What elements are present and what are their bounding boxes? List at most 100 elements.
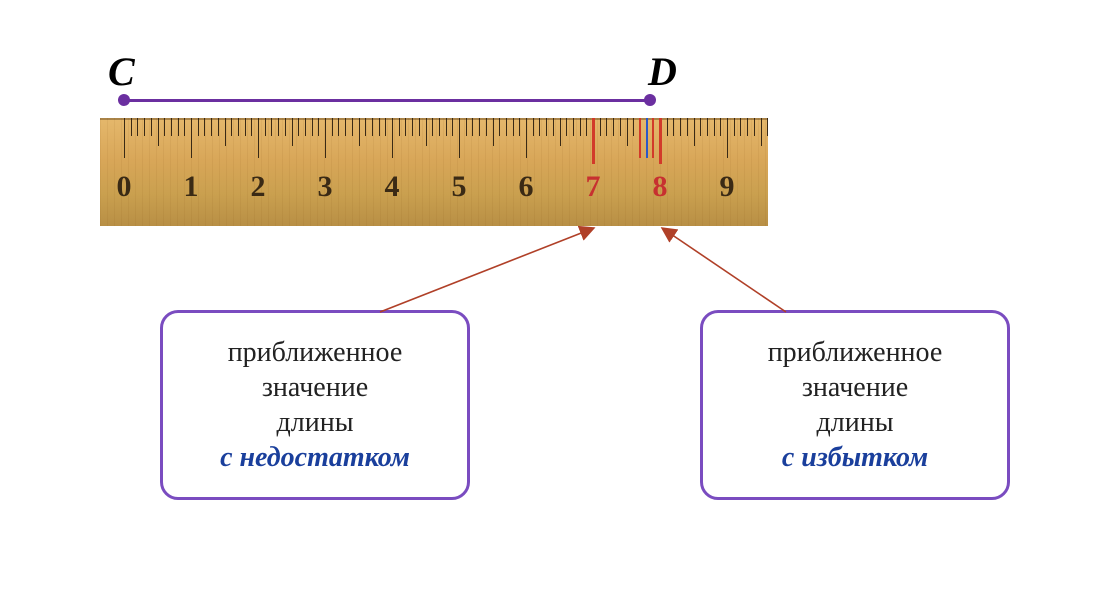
- ruler-tick: [546, 118, 547, 136]
- callout-excess: приближенное значение длины с избытком: [700, 310, 1010, 500]
- ruler-tick: [124, 118, 125, 158]
- ruler-tick: [499, 118, 500, 136]
- ruler-tick: [560, 118, 561, 146]
- ruler-tick: [486, 118, 487, 136]
- ruler-tick: [459, 118, 460, 158]
- ruler-tick: [747, 118, 748, 136]
- ruler-tick: [680, 118, 681, 136]
- ruler-tick: [667, 118, 668, 136]
- callout-arrow: [662, 228, 786, 312]
- ruler-tick: [338, 118, 339, 136]
- ruler-tick: [493, 118, 494, 146]
- ruler-tick: [479, 118, 480, 136]
- ruler-tick: [720, 118, 721, 136]
- ruler-tick: [754, 118, 755, 136]
- ruler-tick: [365, 118, 366, 136]
- ruler-tick: [573, 118, 574, 136]
- ruler-tick: [533, 118, 534, 136]
- ruler-tick: [694, 118, 695, 146]
- ruler-tick: [285, 118, 286, 136]
- ruler-tick: [439, 118, 440, 136]
- ruler-tick: [426, 118, 427, 146]
- ruler-tick: [325, 118, 326, 158]
- ruler-tick: [673, 118, 674, 136]
- ruler-tick: [392, 118, 393, 158]
- ruler-tick: [385, 118, 386, 136]
- ruler-number: 6: [519, 170, 534, 204]
- ruler-tick: [506, 118, 507, 136]
- ruler-tick: [519, 118, 520, 136]
- ruler-tick: [633, 118, 634, 136]
- ruler-tick: [178, 118, 179, 136]
- callout-line: длины: [277, 405, 354, 440]
- diagram-stage: C D 0123456789 приближенное значение дли…: [0, 0, 1111, 589]
- ruler-tick: [198, 118, 199, 136]
- ruler-tick: [446, 118, 447, 136]
- ruler-tick: [184, 118, 185, 136]
- ruler-tick: [191, 118, 192, 158]
- ruler-tick: [714, 118, 715, 136]
- ruler-highlight-tick: [652, 118, 654, 158]
- callout-deficit: приближенное значение длины с недостатко…: [160, 310, 470, 500]
- ruler-tick: [164, 118, 165, 136]
- ruler-tick: [292, 118, 293, 146]
- ruler-tick: [452, 118, 453, 136]
- ruler-tick: [298, 118, 299, 136]
- ruler-tick: [412, 118, 413, 136]
- ruler-tick: [627, 118, 628, 146]
- callout-emph: с избытком: [782, 440, 928, 475]
- ruler-tick: [405, 118, 406, 136]
- ruler-tick: [687, 118, 688, 136]
- point-label-c: C: [108, 48, 135, 95]
- ruler-tick: [566, 118, 567, 136]
- ruler-tick: [539, 118, 540, 136]
- segment-endpoint-c: [118, 94, 130, 106]
- ruler-tick: [553, 118, 554, 136]
- ruler-tick: [144, 118, 145, 136]
- ruler-number: 1: [184, 170, 199, 204]
- callout-line: приближенное: [768, 335, 943, 370]
- ruler-tick: [586, 118, 587, 136]
- ruler-tick: [740, 118, 741, 136]
- callout-line: значение: [262, 370, 368, 405]
- callout-arrow: [380, 228, 594, 312]
- ruler-number: 5: [452, 170, 467, 204]
- ruler-tick: [613, 118, 614, 136]
- ruler-tick: [345, 118, 346, 136]
- ruler-tick: [707, 118, 708, 136]
- point-label-d: D: [648, 48, 677, 95]
- ruler-tick: [419, 118, 420, 136]
- ruler-tick: [466, 118, 467, 136]
- ruler-number: 4: [385, 170, 400, 204]
- ruler-tick: [137, 118, 138, 136]
- ruler-tick: [600, 118, 601, 136]
- ruler-tick: [258, 118, 259, 158]
- ruler-tick: [238, 118, 239, 136]
- ruler-tick: [305, 118, 306, 136]
- ruler-number: 8: [653, 170, 668, 204]
- ruler-number: 3: [318, 170, 333, 204]
- ruler-tick: [218, 118, 219, 136]
- ruler: 0123456789: [100, 118, 768, 226]
- callout-line: значение: [802, 370, 908, 405]
- ruler-tick: [131, 118, 132, 136]
- ruler-tick: [432, 118, 433, 136]
- ruler-tick: [211, 118, 212, 136]
- ruler-tick: [271, 118, 272, 136]
- ruler-tick: [265, 118, 266, 136]
- ruler-tick: [171, 118, 172, 136]
- ruler-tick: [767, 118, 768, 136]
- ruler-number: 0: [117, 170, 132, 204]
- ruler-tick: [278, 118, 279, 136]
- ruler-tick: [158, 118, 159, 146]
- ruler-tick: [231, 118, 232, 136]
- ruler-number: 7: [586, 170, 601, 204]
- ruler-highlight-tick: [639, 118, 641, 158]
- ruler-number: 9: [720, 170, 735, 204]
- ruler-tick: [352, 118, 353, 136]
- callout-emph: с недостатком: [220, 440, 410, 475]
- ruler-tick: [332, 118, 333, 136]
- ruler-tick: [580, 118, 581, 136]
- ruler-tick: [312, 118, 313, 136]
- ruler-tick: [372, 118, 373, 136]
